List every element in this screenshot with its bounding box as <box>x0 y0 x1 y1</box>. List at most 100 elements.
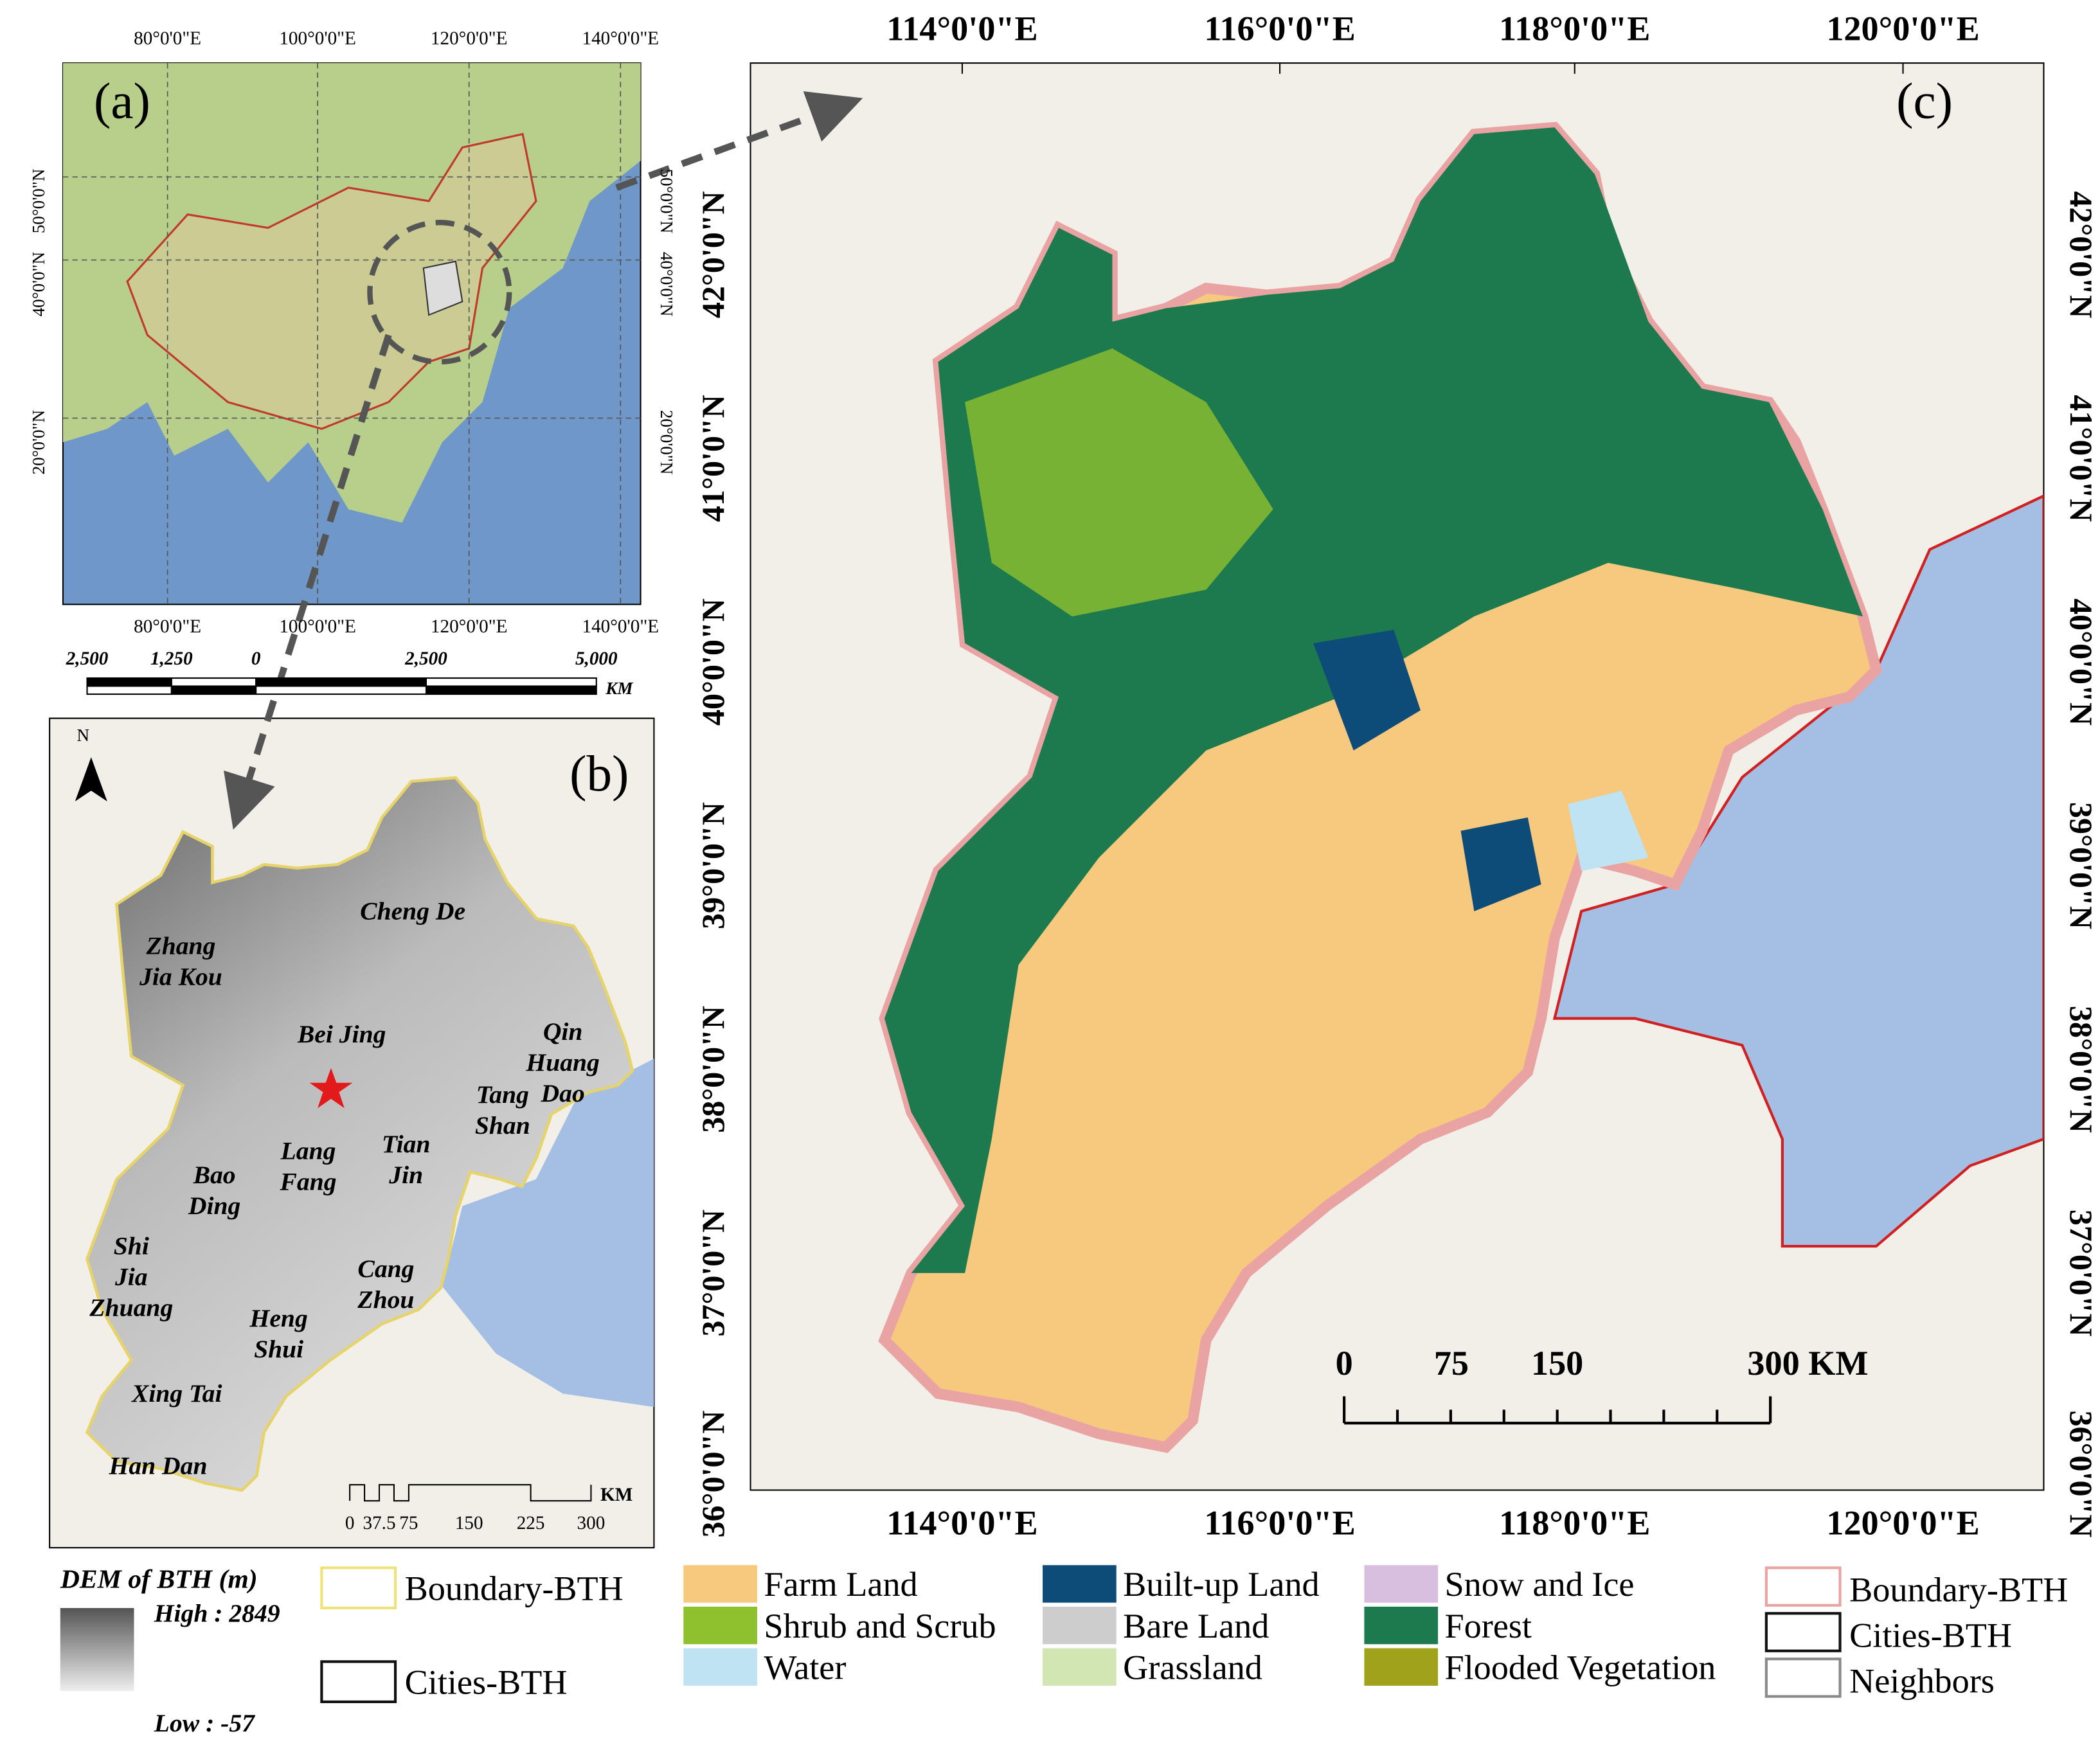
scale-segment <box>86 677 172 687</box>
label: 114°0'0"E <box>886 10 1037 48</box>
shrub-zone <box>965 348 1273 617</box>
scale-segment <box>170 685 257 695</box>
label: 20°0'0"N <box>29 410 48 475</box>
city-label-line: Bao <box>193 1161 236 1189</box>
legend-swatch <box>1364 1565 1439 1603</box>
label: 0 <box>1336 1344 1353 1382</box>
label: 20°0'0"N <box>657 410 676 475</box>
city-label-line: Jia <box>114 1263 148 1291</box>
legend-label: Boundary-BTH <box>405 1569 624 1607</box>
label: 40°0'0"N <box>29 252 48 317</box>
label: 37°0'0"N <box>2063 1210 2099 1337</box>
label: 80°0'0"E <box>134 616 201 637</box>
city-label-line: Tian <box>382 1130 431 1158</box>
label: 120°0'0"E <box>1826 10 1979 48</box>
label: 300 <box>577 1513 606 1533</box>
label: 42°0'0"N <box>695 191 731 318</box>
capital-star <box>309 1068 353 1109</box>
legend-swatch <box>320 1660 397 1703</box>
scale-segment <box>425 677 597 687</box>
legend-label: Built-up Land <box>1123 1565 1320 1604</box>
label: 2,500 <box>66 648 109 669</box>
label: 80°0'0"E <box>134 28 201 49</box>
legend-label: Neighbors <box>1849 1661 1995 1700</box>
legend-label: Farm Land <box>764 1565 917 1604</box>
city-label-line: Shui <box>254 1335 303 1363</box>
label: 41°0'0"N <box>2063 395 2099 522</box>
label: 140°0'0"E <box>582 616 660 637</box>
label: 116°0'0"E <box>1204 1503 1355 1542</box>
city-label-line: Lang <box>280 1137 336 1165</box>
city-label: Tian Jin <box>382 1130 431 1189</box>
legend-label: Grassland <box>1123 1648 1262 1686</box>
label: 40°0'0"N <box>657 252 676 317</box>
city-label: Heng Shui <box>249 1304 308 1363</box>
label: 37.5 <box>363 1513 395 1533</box>
city-label-line: Jin <box>388 1161 423 1189</box>
legend-swatch <box>683 1648 757 1686</box>
city-label-line: Qin <box>543 1017 583 1046</box>
legend-label: Water <box>764 1648 846 1686</box>
city-label: Shi Jia Zhuang <box>89 1232 173 1322</box>
legend-label: Shrub and Scrub <box>764 1607 996 1645</box>
city-label: Lang Fang <box>279 1137 336 1196</box>
legend-swatch <box>1043 1565 1117 1603</box>
label: 38°0'0"N <box>2063 1006 2099 1133</box>
city-label-line: Zhang <box>146 932 216 960</box>
label: 120°0'0"E <box>1826 1503 1979 1542</box>
city-label: Tang Shan <box>475 1080 530 1140</box>
label: 120°0'0"E <box>431 616 508 637</box>
city-label: Bei Jing <box>297 1020 386 1048</box>
label: 75 <box>399 1513 418 1533</box>
legend-label: Boundary-BTH <box>1849 1571 2068 1609</box>
label: 100°0'0"E <box>279 616 356 637</box>
scale-segment <box>86 685 172 695</box>
city-label-line: Cang <box>357 1255 414 1283</box>
city-label-line: Jia Kou <box>139 963 222 991</box>
water-zone <box>1568 791 1649 872</box>
bth-inset <box>422 260 463 316</box>
label: 38°0'0"N <box>695 1006 731 1133</box>
label: 50°0'0"N <box>657 169 676 234</box>
label: 300 KM <box>1747 1344 1868 1382</box>
legend-swatch <box>1043 1648 1117 1686</box>
link-arrow <box>615 91 863 191</box>
label: High : 2849 <box>154 1599 280 1627</box>
city-label: Zhang Jia Kou <box>139 932 222 991</box>
city-label-line: Shi <box>114 1232 149 1260</box>
legend-swatch <box>1764 1612 1842 1652</box>
legend-label: Flooded Vegetation <box>1444 1648 1716 1686</box>
city-label: Xing Tai <box>131 1379 222 1408</box>
scale-bar <box>349 1484 592 1502</box>
legend-label: Cities-BTH <box>405 1663 568 1701</box>
scale-segment <box>170 677 257 687</box>
legend-swatch <box>1043 1606 1117 1645</box>
label: (c) <box>1896 73 1953 130</box>
label: 140°0'0"E <box>582 28 660 49</box>
label: 40°0'0"N <box>2063 598 2099 726</box>
label: 150 <box>1531 1344 1583 1382</box>
city-label: Cheng De <box>360 897 465 925</box>
label: 0 <box>345 1513 355 1533</box>
label: Low : -57 <box>154 1709 256 1737</box>
legend-swatch <box>1764 1566 1842 1607</box>
label: 41°0'0"N <box>695 395 731 522</box>
city-label-line: Fang <box>279 1167 336 1195</box>
label: 0 <box>251 648 261 669</box>
legend-swatch <box>1364 1606 1439 1645</box>
city-label-line: Cheng De <box>360 897 465 925</box>
city-label-line: Heng <box>249 1304 308 1332</box>
label: 36°0'0"N <box>695 1411 731 1538</box>
city-label-line: Zhou <box>357 1285 414 1314</box>
panel-b <box>49 717 655 1549</box>
label: 50°0'0"N <box>29 169 48 234</box>
label: 100°0'0"E <box>279 28 356 49</box>
city-label-line: Huang <box>525 1048 599 1077</box>
label: 120°0'0"E <box>431 28 508 49</box>
label: 39°0'0"N <box>695 802 731 929</box>
label: 1,250 <box>150 648 193 669</box>
legend-swatch <box>683 1565 757 1603</box>
north-arrow <box>75 757 107 801</box>
legend-label: Snow and Ice <box>1444 1565 1634 1604</box>
